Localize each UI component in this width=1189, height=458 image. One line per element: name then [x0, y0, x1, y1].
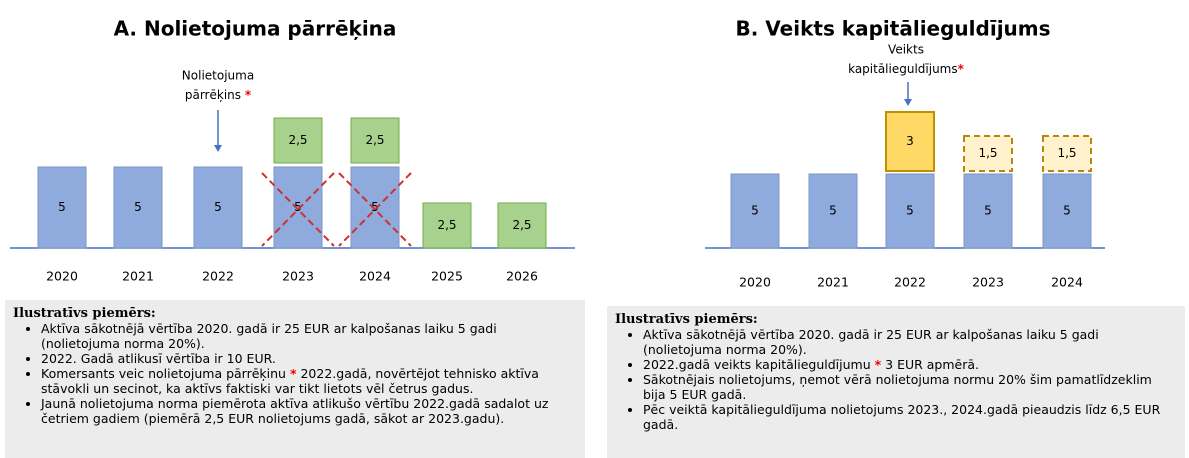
segment-label: 5 [984, 204, 992, 218]
cross-line [261, 172, 335, 247]
note-box: Ilustratīvs piemērs:Aktīva sākotnējā vēr… [607, 306, 1185, 458]
bar-segment [497, 202, 547, 249]
segment-label: 1,5 [1057, 146, 1076, 160]
segment-label: 1,5 [978, 146, 997, 160]
bar-segment [808, 173, 858, 249]
note-item: Sākotnējais nolietojums, ņemot vērā noli… [643, 372, 1175, 402]
note-star: * [874, 357, 882, 372]
bar-segment [350, 117, 400, 164]
note-heading: Ilustratīvs piemērs: [615, 312, 758, 327]
year-label: 2025 [431, 269, 463, 284]
segment-label: 2,5 [288, 133, 307, 147]
cross-line [338, 172, 412, 247]
year-label: 2022 [894, 275, 926, 290]
note-list: Aktīva sākotnējā vērtība 2020. gadā ir 2… [13, 321, 575, 426]
year-label: 2023 [972, 275, 1004, 290]
annotation-line: kapitālieguldījums* [848, 62, 965, 76]
segment-label: 5 [1063, 204, 1071, 218]
segment-label: 3 [906, 134, 914, 148]
bar-segment [113, 166, 163, 249]
note-text: Pēc veiktā kapitālieguldījuma nolietojum… [643, 402, 1161, 432]
year-label: 2024 [1051, 275, 1083, 290]
note-item: Aktīva sākotnējā vērtība 2020. gadā ir 2… [41, 321, 575, 351]
note-heading: Ilustratīvs piemērs: [13, 306, 156, 321]
note-item: Pēc veiktā kapitālieguldījuma nolietojum… [643, 402, 1175, 432]
note-text: 2022. Gadā atlikusī vērtība ir 10 EUR. [41, 351, 276, 366]
arrow-head [214, 145, 222, 152]
arrow-head [904, 99, 912, 106]
bar-segment [1042, 135, 1092, 172]
year-label: 2026 [506, 269, 538, 284]
segment-label: 2,5 [365, 133, 384, 147]
year-label: 2022 [202, 269, 234, 284]
year-label: 2020 [46, 269, 78, 284]
year-label: 2021 [817, 275, 849, 290]
note-item: Aktīva sākotnējā vērtība 2020. gadā ir 2… [643, 327, 1175, 357]
bar-segment [37, 166, 87, 249]
segment-label: 5 [906, 204, 914, 218]
bar-segment [885, 111, 935, 172]
segment-label: 5 [751, 204, 759, 218]
cross-line [261, 172, 335, 247]
annotation-line: Nolietojuma [182, 69, 254, 83]
cross-line [338, 172, 412, 247]
note-star: * [289, 366, 297, 381]
annotation-star: * [958, 62, 965, 76]
note-text: 3 EUR apmērā. [881, 357, 980, 372]
annotation-text: kapitālieguldījums [848, 62, 958, 76]
note-text: 2022.gadā, novērtējot tehnisko aktīva st… [41, 366, 539, 396]
segment-label: 5 [134, 200, 142, 214]
annotation-line: pārrēķins * [185, 88, 252, 102]
segment-label: 5 [294, 200, 302, 214]
annotation-line: Veikts [888, 43, 924, 57]
segment-label: 5 [371, 200, 379, 214]
note-text: Aktīva sākotnējā vērtība 2020. gadā ir 2… [41, 321, 497, 351]
panel-title: B. Veikts kapitālieguldījums [735, 17, 1050, 41]
note-text: Sākotnējais nolietojums, ņemot vērā noli… [643, 372, 1152, 402]
bar-segment [422, 202, 472, 249]
note-item: 2022.gadā veikts kapitālieguldījumu * 3 … [643, 357, 1175, 372]
segment-label: 5 [829, 204, 837, 218]
note-text: Aktīva sākotnējā vērtība 2020. gadā ir 2… [643, 327, 1099, 357]
annotation-text: pārrēķins [185, 88, 241, 102]
note-item: Jaunā nolietojuma norma piemērota aktīva… [41, 396, 575, 426]
segment-label: 2,5 [512, 218, 531, 232]
bar-segment [963, 173, 1013, 249]
year-label: 2020 [739, 275, 771, 290]
bar-segment [1042, 173, 1092, 249]
bar-segment [730, 173, 780, 249]
note-box: Ilustratīvs piemērs:Aktīva sākotnējā vēr… [5, 300, 585, 458]
bar-segment [273, 117, 323, 164]
year-label: 2023 [282, 269, 314, 284]
bar-segment [963, 135, 1013, 172]
segment-label: 5 [58, 200, 66, 214]
note-item: Komersants veic nolietojuma pārrēķinu * … [41, 366, 575, 396]
year-label: 2024 [359, 269, 391, 284]
bar-segment [273, 166, 323, 249]
bar-segment [350, 166, 400, 249]
bar-segment [193, 166, 243, 249]
panel-title: A. Nolietojuma pārrēķina [114, 17, 397, 41]
annotation-star: * [245, 88, 252, 102]
note-item: 2022. Gadā atlikusī vērtība ir 10 EUR. [41, 351, 575, 366]
note-text: 2022.gadā veikts kapitālieguldījumu [643, 357, 875, 372]
segment-label: 5 [214, 200, 222, 214]
year-label: 2021 [122, 269, 154, 284]
note-text: Komersants veic nolietojuma pārrēķinu [41, 366, 290, 381]
note-text: Jaunā nolietojuma norma piemērota aktīva… [41, 396, 549, 426]
note-list: Aktīva sākotnējā vērtība 2020. gadā ir 2… [615, 327, 1175, 432]
bar-segment [885, 173, 935, 249]
segment-label: 2,5 [437, 218, 456, 232]
